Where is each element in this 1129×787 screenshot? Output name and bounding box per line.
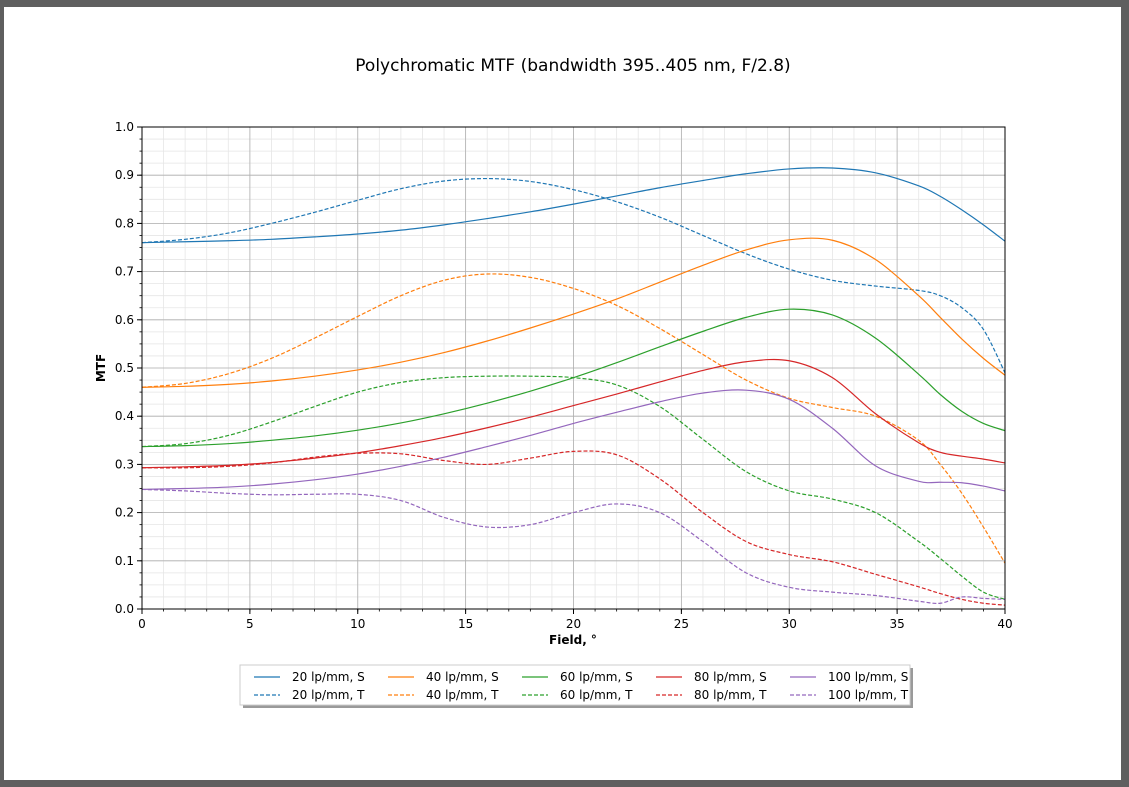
- x-tick-label: 35: [889, 617, 904, 631]
- axis-ticks: 0 5 10 15 20 25 30 35 40 0.0 0.1 0.2 0.3 0.4 0.5 0.6 0.7…: [115, 120, 1013, 631]
- series-line-9: [141, 389, 1006, 492]
- legend-label: 80 lp/mm, S: [694, 670, 767, 684]
- y-tick-label: 0.8: [115, 216, 134, 230]
- mtf-chart: Polychromatic MTF (bandwidth 395..405 nm…: [94, 56, 1013, 708]
- x-tick-label: 0: [138, 617, 146, 631]
- y-axis-label: MTF: [94, 354, 108, 382]
- legend-label: 60 lp/mm, S: [560, 670, 633, 684]
- y-tick-label: 0.9: [115, 168, 134, 182]
- series-line-6: [141, 375, 1006, 600]
- y-tick-label: 0.7: [115, 265, 134, 279]
- y-tick-label: 0.3: [115, 457, 134, 471]
- legend-label: 60 lp/mm, T: [560, 688, 633, 702]
- y-tick-label: 0.2: [115, 506, 134, 520]
- series-layer: [141, 167, 1006, 606]
- legend-label: 40 lp/mm, S: [426, 670, 499, 684]
- legend-label: 20 lp/mm, T: [292, 688, 365, 702]
- legend: 20 lp/mm, S 20 lp/mm, T 40 lp/mm, S 40 lp/m…: [239, 664, 913, 708]
- legend-label: 80 lp/mm, T: [694, 688, 767, 702]
- x-tick-label: 5: [246, 617, 254, 631]
- y-tick-label: 0.6: [115, 313, 134, 327]
- series-line-2: [141, 177, 1006, 374]
- y-tick-label: 0.4: [115, 409, 134, 423]
- y-tick-label: 0.5: [115, 361, 134, 375]
- legend-box: [239, 664, 911, 706]
- legend-label: 20 lp/mm, S: [292, 670, 365, 684]
- series-line-3: [141, 237, 1006, 388]
- x-tick-label: 30: [782, 617, 797, 631]
- x-tick-label: 25: [674, 617, 689, 631]
- y-tick-label: 1.0: [115, 120, 134, 134]
- legend-label: 100 lp/mm, S: [828, 670, 908, 684]
- series-line-4: [141, 273, 1006, 564]
- series-line-10: [141, 488, 1006, 605]
- series-line-5: [141, 308, 1006, 448]
- series-line-8: [141, 450, 1006, 606]
- x-tick-label: 40: [997, 617, 1012, 631]
- figure-sheet: Polychromatic MTF (bandwidth 395..405 nm…: [4, 7, 1121, 780]
- chart-title: Polychromatic MTF (bandwidth 395..405 nm…: [355, 56, 790, 76]
- x-tick-label: 10: [350, 617, 365, 631]
- y-tick-label: 0.0: [115, 602, 134, 616]
- series-line-1: [141, 167, 1006, 244]
- legend-label: 100 lp/mm, T: [828, 688, 909, 702]
- series-line-7: [141, 358, 1006, 469]
- x-axis-label: Field, °: [549, 633, 597, 647]
- x-tick-label: 20: [566, 617, 581, 631]
- x-tick-label: 15: [458, 617, 473, 631]
- y-tick-label: 0.1: [115, 554, 134, 568]
- legend-label: 40 lp/mm, T: [426, 688, 499, 702]
